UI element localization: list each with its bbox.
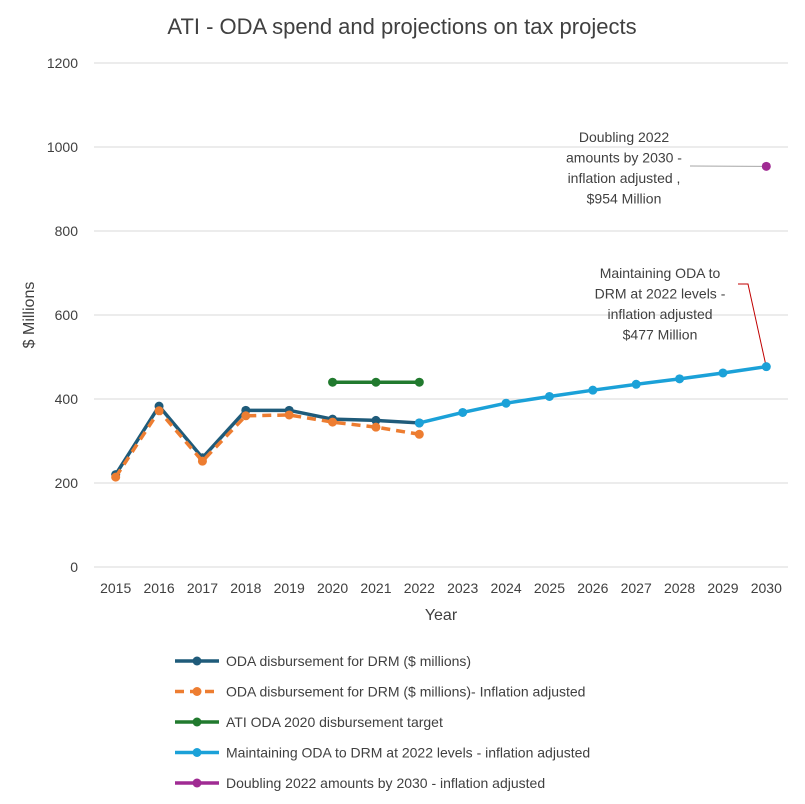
chart-title: ATI - ODA spend and projections on tax p…: [167, 14, 636, 39]
x-axis-label: Year: [425, 607, 458, 624]
legend-label: ODA disbursement for DRM ($ millions): [226, 653, 471, 669]
y-tick-label: 0: [70, 559, 78, 575]
legend-item: Doubling 2022 amounts by 2030 - inflatio…: [175, 775, 545, 791]
legend-swatch-marker: [192, 717, 202, 727]
series-3: [414, 362, 771, 428]
annotation-leader-line: [738, 283, 766, 363]
y-tick-label: 600: [55, 307, 79, 323]
series-line: [113, 404, 422, 477]
data-point: [761, 362, 771, 372]
y-axis-ticks: 0 200 400 600 800 1000 1200: [47, 55, 78, 575]
data-point: [328, 417, 338, 427]
data-point: [718, 368, 728, 378]
data-point: [371, 415, 381, 425]
y-tick-label: 200: [55, 475, 79, 491]
annotation-text: Doubling 2022: [579, 129, 670, 145]
x-tick-label: 2016: [143, 580, 174, 596]
x-tick-label: 2028: [664, 580, 695, 596]
x-tick-label: 2024: [490, 580, 521, 596]
data-point: [154, 406, 164, 416]
y-axis-label: $ Millions: [21, 282, 38, 349]
series-4: [761, 161, 771, 171]
series-2: [328, 377, 424, 387]
x-tick-label: 2015: [100, 580, 131, 596]
legend-label: ATI ODA 2020 disbursement target: [226, 714, 443, 730]
data-point: [111, 472, 121, 482]
y-tick-label: 400: [55, 391, 79, 407]
annotation-text: inflation adjusted: [607, 306, 712, 322]
legend: ODA disbursement for DRM ($ millions) ODA…: [175, 653, 590, 791]
data-point: [588, 385, 598, 395]
y-tick-label: 1200: [47, 55, 78, 71]
series-1: [111, 406, 424, 482]
data-point: [414, 377, 424, 387]
annotation-text: Maintaining ODA to: [600, 265, 721, 281]
x-tick-label: 2018: [230, 580, 261, 596]
data-point: [328, 377, 338, 387]
series-line: [114, 409, 420, 479]
x-tick-label: 2022: [404, 580, 435, 596]
data-point: [761, 161, 771, 171]
data-point: [197, 456, 207, 466]
annotation-text: $954 Million: [587, 191, 662, 207]
x-tick-label: 2019: [274, 580, 305, 596]
data-point: [544, 391, 554, 401]
x-tick-label: 2020: [317, 580, 348, 596]
data-point: [284, 410, 294, 420]
legend-item: Maintaining ODA to DRM at 2022 levels - …: [175, 745, 590, 761]
series-line: [417, 364, 769, 425]
legend-label: Maintaining ODA to DRM at 2022 levels - …: [226, 745, 590, 761]
y-tick-label: 1000: [47, 139, 78, 155]
y-tick-label: 800: [55, 223, 79, 239]
data-point: [675, 374, 685, 384]
legend-label: ODA disbursement for DRM ($ millions)- I…: [226, 684, 585, 700]
annotation-text: amounts by 2030 -: [566, 150, 682, 166]
data-point: [501, 398, 511, 408]
x-tick-label: 2029: [707, 580, 738, 596]
annotation-text: DRM at 2022 levels -: [595, 286, 726, 302]
legend-item: ODA disbursement for DRM ($ millions)- I…: [175, 684, 585, 700]
series: [111, 161, 771, 482]
legend-swatch-marker: [192, 778, 202, 788]
legend-swatch-marker: [192, 687, 202, 696]
x-tick-label: 2017: [187, 580, 218, 596]
legend-label: Doubling 2022 amounts by 2030 - inflatio…: [226, 775, 545, 791]
x-tick-label: 2021: [360, 580, 391, 596]
legend-swatch-marker: [192, 748, 202, 757]
data-point: [414, 418, 424, 428]
x-axis-ticks: 2015 2016 2017 2018 2019 2020 2021 2022 2023 2024…: [100, 580, 782, 596]
data-point: [414, 429, 424, 439]
data-point: [458, 407, 468, 417]
x-tick-label: 2026: [577, 580, 608, 596]
legend-item: ODA disbursement for DRM ($ millions): [175, 653, 471, 669]
data-point: [241, 411, 251, 421]
legend-swatch-marker: [192, 656, 202, 666]
data-point: [371, 377, 381, 387]
legend-item: ATI ODA 2020 disbursement target: [175, 714, 443, 730]
x-tick-label: 2027: [621, 580, 652, 596]
x-tick-label: 2025: [534, 580, 565, 596]
data-point: [371, 422, 381, 432]
annotations: Doubling 2022 amounts by 2030 - inflation …: [566, 129, 766, 363]
data-point: [631, 379, 641, 389]
x-tick-label: 2023: [447, 580, 478, 596]
annotation-text: $477 Million: [623, 327, 698, 343]
annotation-text: inflation adjusted ,: [568, 170, 681, 186]
gridlines: [94, 62, 788, 568]
x-tick-label: 2030: [751, 580, 782, 596]
